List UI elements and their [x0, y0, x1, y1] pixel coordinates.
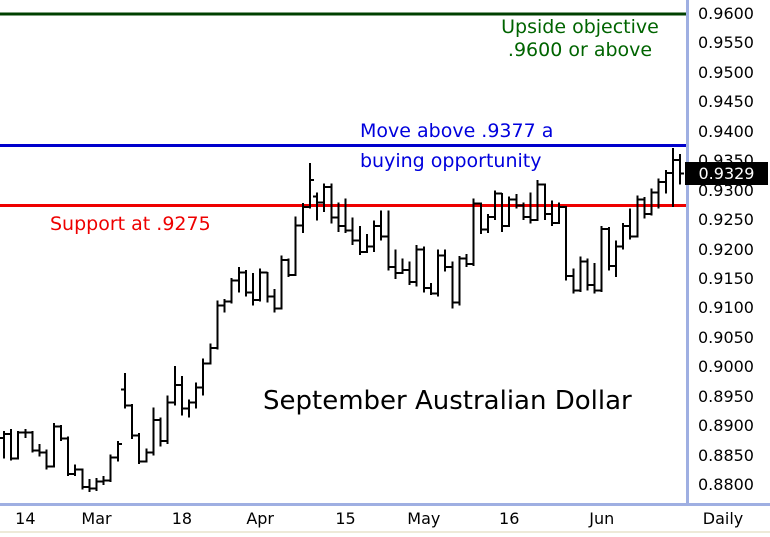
date-tick-label: Mar — [81, 509, 112, 528]
price-tick-label: 0.9000 — [698, 357, 754, 377]
ohlc-bars — [0, 148, 684, 493]
price-tick-label: 0.9300 — [698, 180, 754, 200]
price-tick-label: 0.8950 — [698, 386, 754, 406]
chart-title: September Australian Dollar — [263, 386, 632, 416]
date-tick-label: 16 — [499, 509, 520, 528]
annotation-buy-signal-line2: buying opportunity — [360, 150, 542, 172]
price-tick-label: 0.9200 — [698, 239, 754, 259]
annotation-upside-objective-line2: .9600 or above — [507, 38, 653, 61]
last-price-box: 0.9329 — [685, 162, 768, 186]
price-tick-label: 0.9600 — [698, 4, 754, 23]
date-tick-label: 18 — [171, 509, 193, 528]
last-price-value: 0.9329 — [698, 164, 755, 184]
annotation-buy-signal-line1: Move above .9377 a — [360, 120, 554, 142]
date-tick-label: May — [407, 509, 441, 528]
price-tick-label: 0.8850 — [698, 445, 754, 465]
annotation-upside-objective-line1: Upside objective — [501, 16, 659, 38]
date-tick-label: Jun — [589, 509, 615, 528]
price-tick-label: 0.9250 — [698, 210, 754, 230]
annotation-upside-objective: Upside objective .9600 or above — [440, 16, 720, 62]
price-tick-label: 0.9400 — [698, 121, 754, 141]
date-tick-label: 14 — [15, 509, 36, 528]
price-tick-label: 0.9450 — [698, 92, 754, 112]
price-tick-label: 0.9500 — [698, 62, 754, 82]
price-tick-label: 0.9050 — [698, 327, 754, 347]
timeframe-label: Daily — [702, 509, 744, 528]
price-tick-label: 0.9150 — [698, 268, 754, 288]
annotation-support: Support at .9275 — [50, 213, 211, 235]
price-tick-label: 0.9100 — [698, 298, 754, 318]
date-tick-label: 15 — [335, 509, 356, 528]
price-tick-label: 0.8900 — [698, 416, 754, 436]
price-tick-label: 0.8800 — [698, 475, 754, 494]
date-tick-label: Apr — [246, 509, 274, 528]
price-tick-label: 0.9550 — [698, 33, 754, 53]
